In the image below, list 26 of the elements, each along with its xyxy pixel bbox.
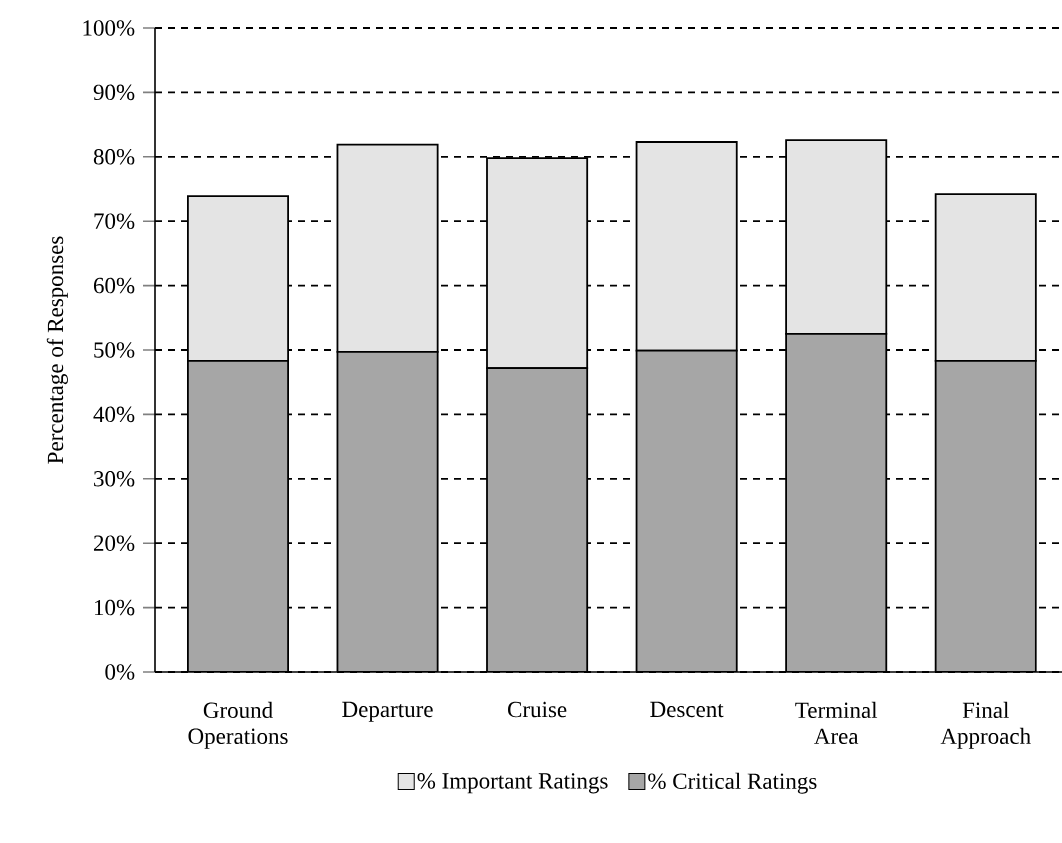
y-tick-label: 50% <box>94 342 135 358</box>
legend-label: % Important Ratings <box>417 773 608 794</box>
y-tick-label: 30% <box>94 470 135 487</box>
x-tick-label: Ground Operations <box>188 701 288 749</box>
bar <box>336 351 439 672</box>
bar <box>934 360 1037 672</box>
y-axis-title: Percentage of Responses <box>46 236 68 464</box>
y-tick-label: 80% <box>93 148 135 165</box>
y-tick-label: 20% <box>93 535 135 551</box>
x-tick-label: Departure <box>342 701 433 722</box>
y-tick-label: 100% <box>83 20 135 36</box>
x-tick-label: Terminal Area <box>795 701 878 745</box>
x-tick-label: Final Approach <box>940 701 1031 749</box>
bar <box>486 367 589 672</box>
x-tick-label: Cruise <box>508 701 567 718</box>
y-tick-label: 90% <box>93 84 135 101</box>
y-tick-label: 60% <box>93 277 135 294</box>
y-tick-label: 0% <box>105 664 135 680</box>
bar <box>187 360 289 672</box>
y-tick-label: 40% <box>93 406 135 423</box>
legend-label: % Critical Ratings <box>648 772 817 794</box>
x-tick-label: Descent <box>650 701 724 718</box>
y-tick-label: 70% <box>94 213 135 229</box>
bar <box>635 349 738 672</box>
bar <box>785 332 888 672</box>
y-tick-label: 10% <box>95 599 135 616</box>
